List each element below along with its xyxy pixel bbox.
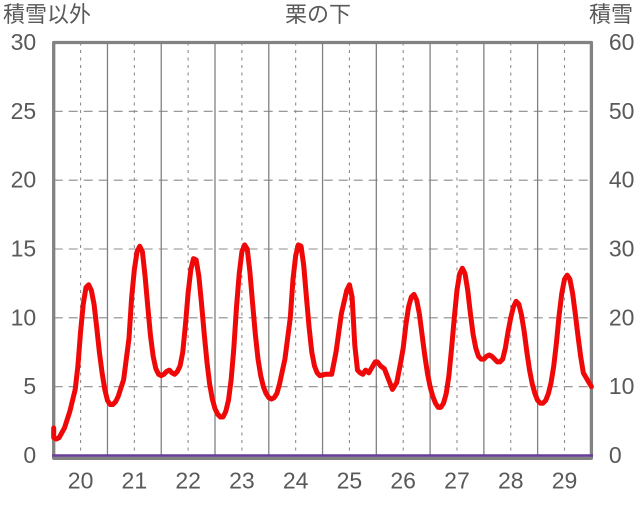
svg-text:10: 10 [609, 373, 635, 399]
svg-text:5: 5 [23, 373, 36, 399]
svg-text:20: 20 [11, 167, 37, 193]
svg-text:20: 20 [68, 468, 94, 494]
svg-text:40: 40 [609, 167, 635, 193]
svg-text:15: 15 [11, 236, 37, 262]
svg-text:29: 29 [552, 468, 578, 494]
svg-text:23: 23 [229, 468, 255, 494]
svg-text:24: 24 [283, 468, 309, 494]
svg-text:30: 30 [609, 236, 635, 262]
svg-text:0: 0 [23, 442, 36, 468]
svg-text:26: 26 [390, 468, 416, 494]
svg-text:50: 50 [609, 98, 635, 124]
svg-text:60: 60 [609, 29, 635, 55]
svg-text:22: 22 [175, 468, 201, 494]
svg-text:20: 20 [609, 304, 635, 330]
svg-text:21: 21 [122, 468, 148, 494]
svg-text:28: 28 [498, 468, 524, 494]
svg-text:27: 27 [444, 468, 470, 494]
svg-text:30: 30 [11, 29, 37, 55]
svg-text:0: 0 [609, 442, 622, 468]
svg-text:25: 25 [11, 98, 37, 124]
svg-text:10: 10 [11, 304, 37, 330]
svg-text:25: 25 [337, 468, 363, 494]
